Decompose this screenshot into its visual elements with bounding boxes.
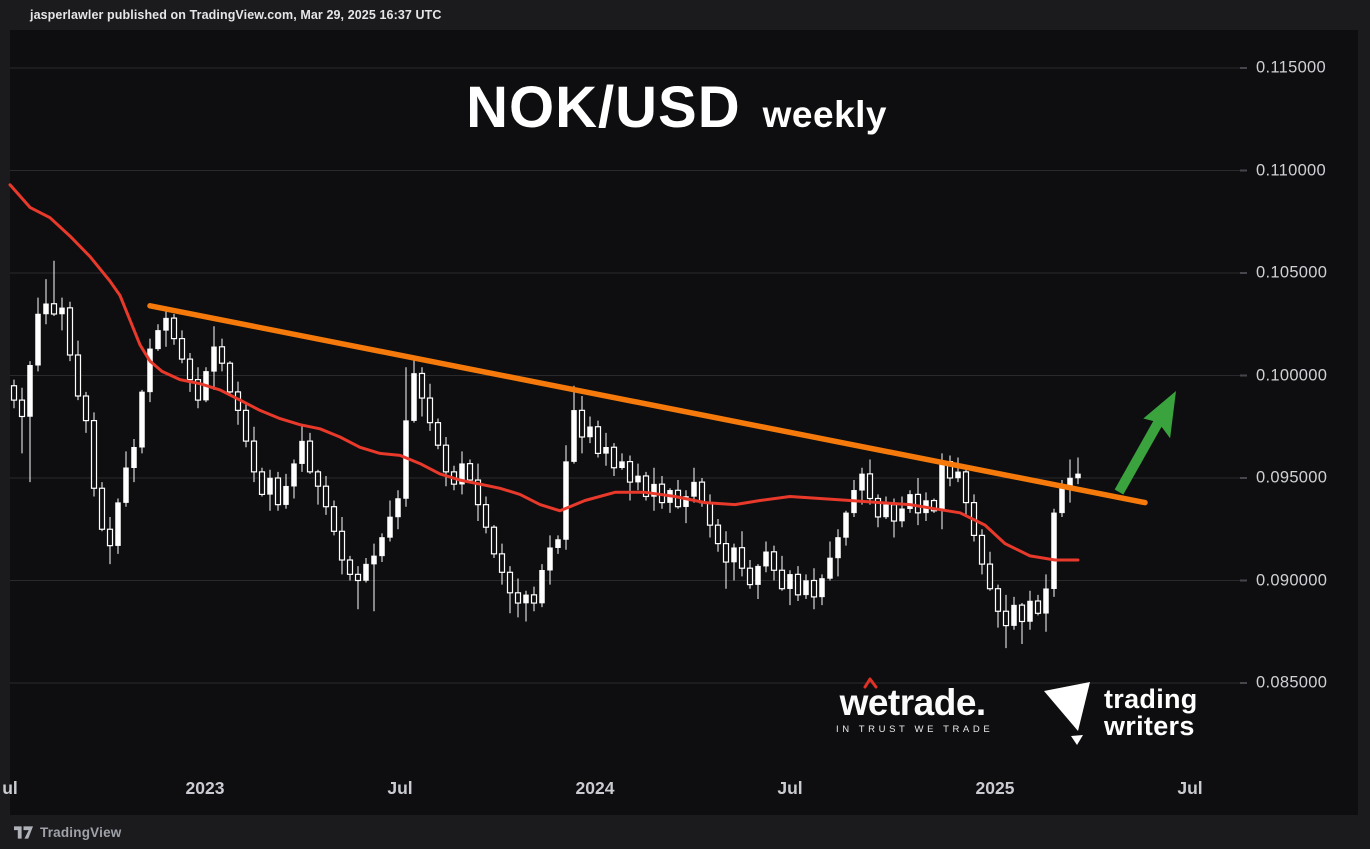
price-axis-label: 0.100000 bbox=[1256, 366, 1328, 384]
time-axis-label: Jul bbox=[777, 778, 803, 798]
wetrade-tagline: IN TRUST WE TRADE bbox=[836, 724, 994, 735]
wetrade-watermark: wetrade. IN TRUST WE TRADE bbox=[832, 677, 994, 735]
wetrade-accent-icon bbox=[863, 677, 878, 689]
wetrade-wordmark: wetrade. bbox=[832, 677, 993, 723]
tradingview-brand-text: TradingView bbox=[40, 824, 122, 840]
chart-panel bbox=[10, 30, 1358, 815]
chart-title: NOK/USD weekly bbox=[466, 74, 887, 141]
symbol-title: NOK/USD bbox=[466, 75, 741, 140]
price-axis-label: 0.095000 bbox=[1256, 468, 1328, 487]
time-axis-label: ul bbox=[2, 778, 18, 798]
ma-line bbox=[8, 183, 1080, 562]
attribution-text: jasperlawler published on TradingView.co… bbox=[30, 8, 442, 22]
price-axis-label: 0.090000 bbox=[1256, 571, 1328, 589]
tradingwriters-wordmark: trading writers bbox=[1104, 686, 1198, 740]
grid bbox=[10, 67, 1247, 684]
tradingview-logo-icon bbox=[14, 825, 33, 839]
time-axis-label: 2025 bbox=[975, 778, 1015, 798]
timeframe-label: weekly bbox=[762, 94, 888, 135]
trendline bbox=[147, 303, 1148, 506]
time-axis-label: 2024 bbox=[575, 778, 615, 798]
tradingwriters-watermark: trading writers bbox=[1043, 681, 1198, 745]
candlestick-series bbox=[10, 260, 1081, 649]
price-axis-label: 0.115000 bbox=[1256, 58, 1326, 77]
time-axis-label: Jul bbox=[387, 778, 413, 798]
time-axis-label: Jul bbox=[1177, 778, 1203, 798]
price-axis-label: 0.085000 bbox=[1256, 673, 1328, 692]
wetrade-wordmark-text: wetrade. bbox=[839, 682, 987, 723]
tradingwriters-pen-icon bbox=[1044, 682, 1090, 745]
price-axis-label: 0.105000 bbox=[1256, 263, 1328, 282]
up-arrow-annotation bbox=[1114, 391, 1176, 495]
tradingwriters-line2: writers bbox=[1104, 711, 1195, 741]
price-axis-label: 0.110000 bbox=[1256, 161, 1326, 179]
footer-bar bbox=[0, 815, 1370, 849]
attribution-bar: jasperlawler published on TradingView.co… bbox=[0, 0, 1370, 30]
tradingview-watermark: TradingView bbox=[14, 815, 121, 849]
time-axis-label: 2023 bbox=[185, 778, 225, 798]
tradingwriters-line1: trading bbox=[1104, 684, 1198, 714]
